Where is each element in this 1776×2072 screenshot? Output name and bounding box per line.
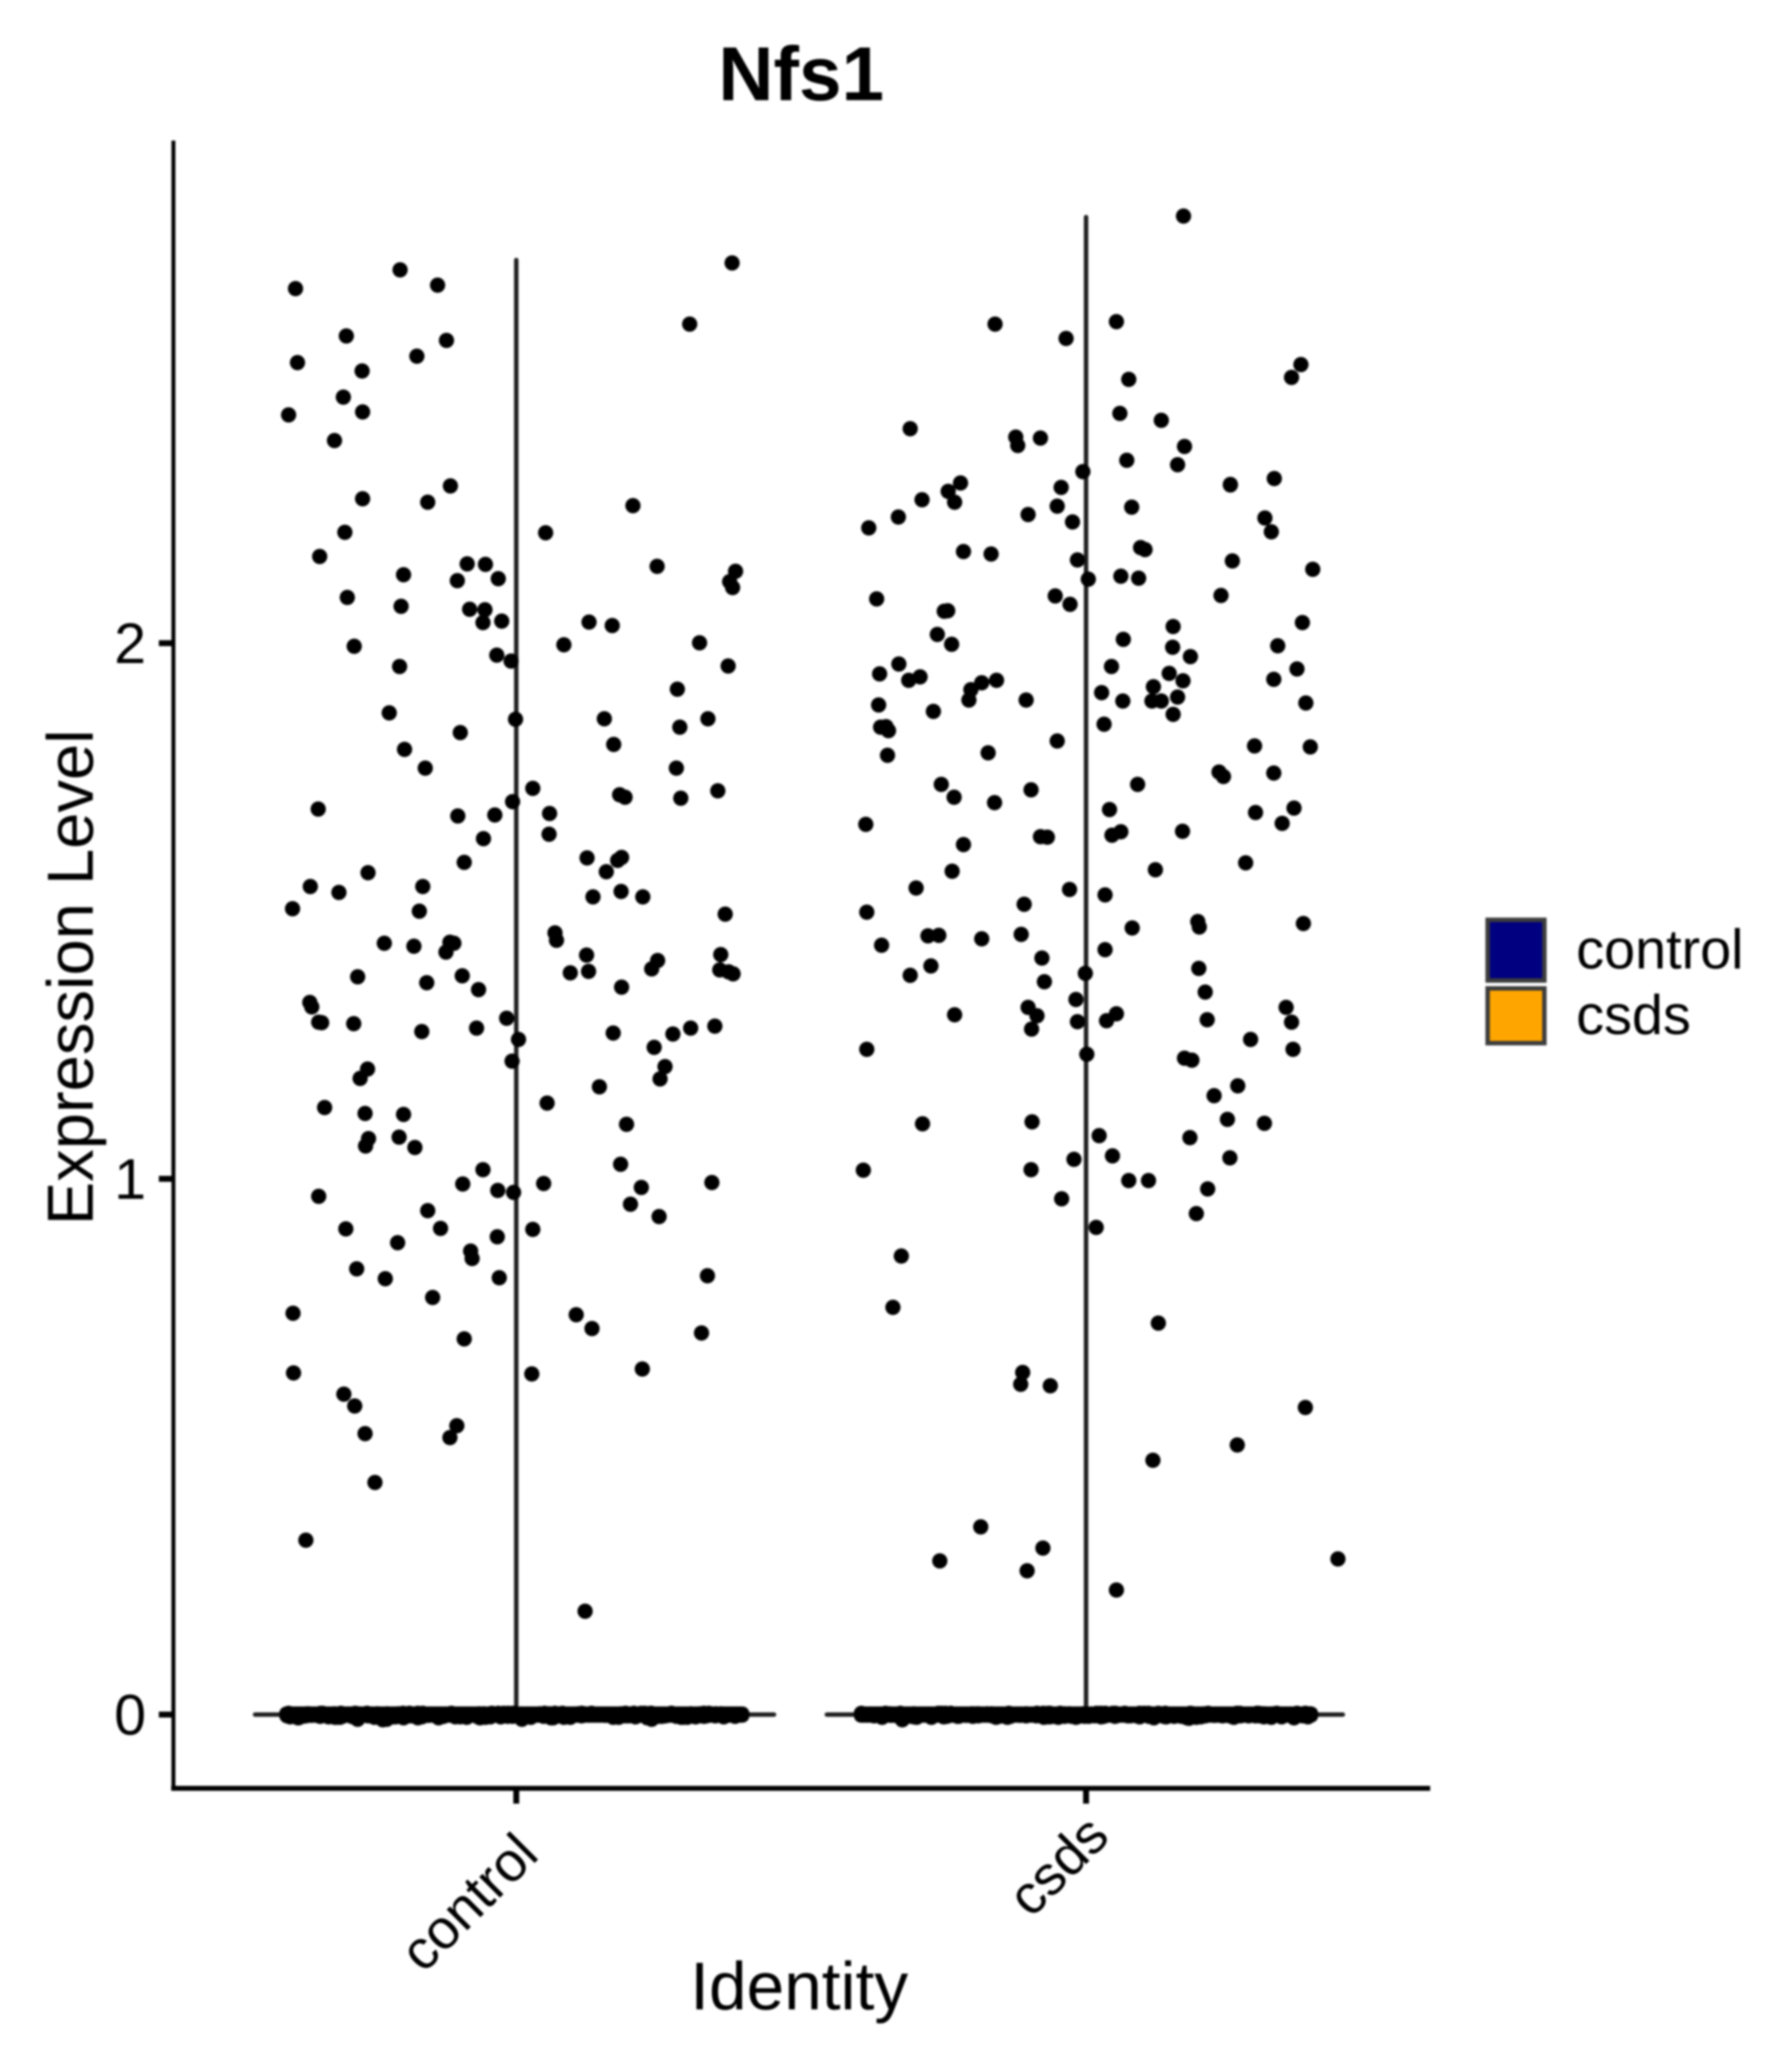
svg-text:csds: csds bbox=[1576, 984, 1691, 1046]
svg-text:2: 2 bbox=[114, 611, 146, 675]
svg-text:1: 1 bbox=[114, 1147, 146, 1211]
svg-text:0: 0 bbox=[114, 1683, 146, 1747]
svg-text:Expression Level: Expression Level bbox=[34, 729, 107, 1225]
svg-text:Identity: Identity bbox=[690, 1949, 908, 2024]
svg-text:control: control bbox=[1576, 918, 1743, 980]
svg-text:Nfs1: Nfs1 bbox=[718, 31, 884, 116]
